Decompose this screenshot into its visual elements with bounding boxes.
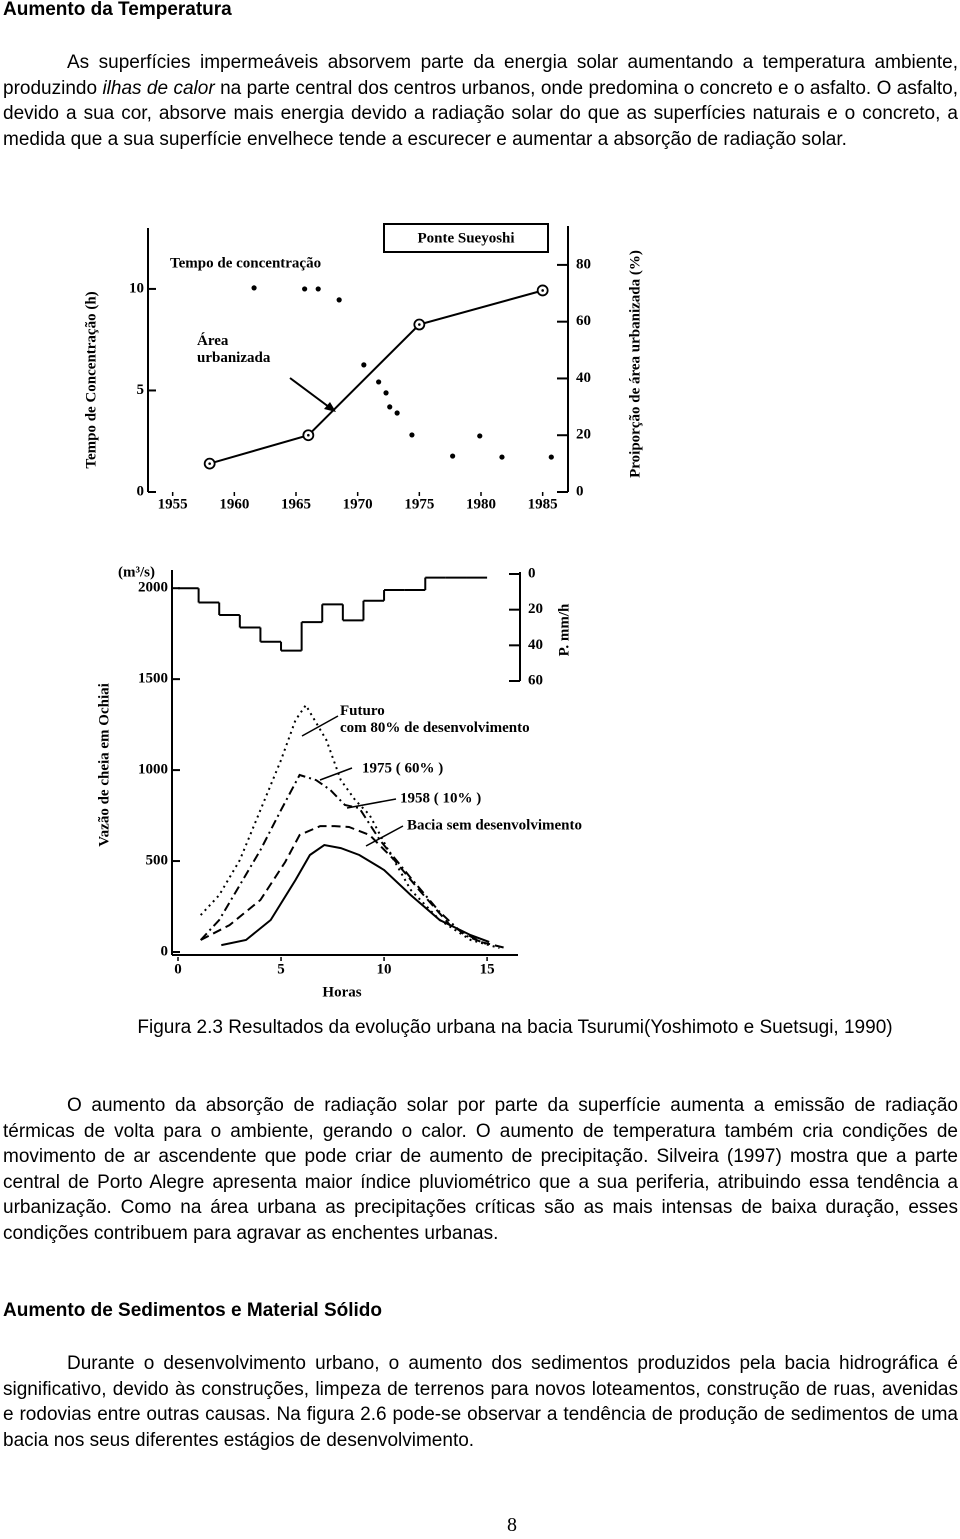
point [394,410,400,416]
annotation: Área urbanizada [197,333,271,366]
point [302,286,308,292]
x-tick-label: 1960 [219,496,249,512]
line [209,289,543,465]
x-tick-label: 1955 [158,496,188,512]
x-tick-label: 1970 [343,496,373,512]
marker-dot [208,462,211,465]
point [387,404,393,410]
point [477,433,483,439]
y2-tick-label: 0 [528,565,536,581]
annotation: Tempo de concentração [170,255,321,271]
y2-tick-label: 40 [576,370,591,386]
x-tick-label: 1965 [281,496,311,512]
paragraph: Durante o desenvolvimento urbano, o aume… [3,1353,958,1451]
emphasis: ilhas de calor [102,77,215,99]
x-axis-label: Horas [322,984,361,1000]
y2-axis-label: Proiporção de área urbanizada (%) [627,250,643,478]
x-tick-label: 15 [480,961,495,977]
line [199,773,490,947]
heading: Aumento da Temperatura [3,0,232,20]
page-number: 8 [507,1514,517,1536]
marker-dot [307,433,310,437]
y2-tick-label: 40 [528,637,543,653]
y2-tick-label: 0 [576,483,584,499]
paragraph: As superfícies impermeáveis absorvem par… [3,50,958,152]
marker-dot [418,323,421,326]
y2-tick-label: 20 [528,601,543,617]
y2-tick-label: 60 [528,672,543,688]
paragraph: O aumento da absorção de radiação solar … [3,1095,958,1244]
point [336,297,342,303]
x-tick-label: 1985 [528,496,558,512]
caption: Figura 2.3 Resultados da evolução urbana… [137,1017,893,1038]
arrow [319,767,353,781]
y-tick-label: 0 [161,943,169,959]
y-tick-label: 500 [146,852,169,868]
y-tick-label: 10 [129,280,144,296]
annotation: Futuro com 80% de desenvolvimento [340,703,530,736]
heading: Aumento de Sedimentos e Material Sólido [3,1300,383,1321]
y-tick-label: 1500 [138,671,168,687]
units-label: (m³/s) [118,564,155,580]
arrow [301,715,339,737]
annotation: Bacia sem desenvolvimento [407,817,582,833]
point [383,390,389,396]
point [548,454,554,460]
x-tick-label: 5 [277,961,285,977]
x-tick-label: 1980 [466,496,496,512]
y2-axis-label: P. mm/h [556,603,572,656]
point [376,379,382,385]
arrow [346,798,397,809]
y-tick-label: 1000 [138,762,168,778]
y2-tick-label: 20 [576,427,591,443]
y2-tick-label: 80 [576,256,591,272]
point [361,362,367,368]
annotation: 1958 ( 10% ) [400,790,481,806]
y-axis-label: Tempo de Concentração (h) [83,291,99,468]
y-tick-label: 5 [137,382,145,398]
point [499,454,505,460]
arrows [301,715,404,847]
x-tick-label: 0 [174,961,182,977]
point [450,453,456,459]
x-tick-label: 10 [377,961,392,977]
arrow [289,377,334,411]
y-axis-label: Vazão de cheia em Ochiai [96,683,112,847]
point [409,432,415,438]
y-tick-label: 2000 [138,580,168,596]
y-tick-label: 0 [137,483,145,499]
chart-title: Ponte Sueyoshi [417,230,514,246]
title-box [383,223,549,253]
point [315,286,321,292]
marker-dot [541,289,544,292]
x-tick-label: 1975 [404,496,434,512]
text: na parte central dos centros urbanos, on… [3,77,959,150]
arrow [365,825,404,847]
annotation: 1975 ( 60% ) [362,760,443,776]
point [251,285,257,291]
y2-tick-label: 60 [576,313,591,329]
text: As superfícies impermeáveis absorvem par… [3,52,958,99]
line [221,843,490,947]
